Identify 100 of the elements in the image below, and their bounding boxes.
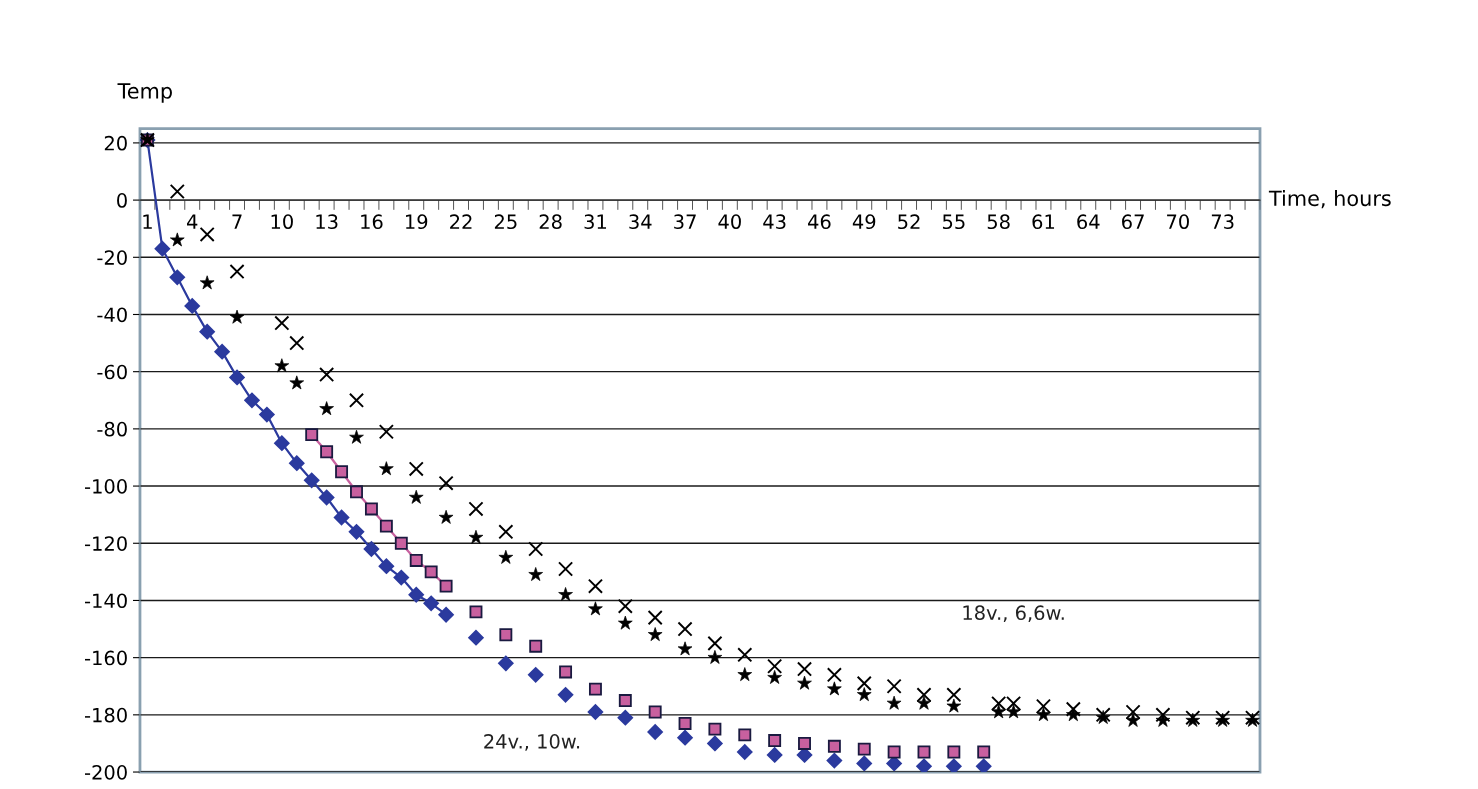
point: [348, 524, 365, 540]
point: [887, 745, 901, 759]
point: [335, 465, 349, 479]
point: [468, 501, 484, 517]
point: [468, 629, 484, 646]
y-tick-label: -120: [84, 536, 127, 551]
x-tick-label: 61: [1032, 214, 1055, 230]
point: [423, 595, 439, 612]
point: [826, 752, 843, 769]
point: [498, 655, 514, 672]
point: [768, 734, 782, 748]
point: [274, 435, 290, 451]
point: [617, 598, 633, 614]
x-tick-label: 49: [852, 214, 876, 230]
point: [529, 639, 543, 653]
point: [947, 745, 961, 759]
point: [886, 678, 902, 694]
point: [766, 747, 783, 763]
point: [767, 658, 783, 674]
point: [559, 665, 573, 679]
x-tick-label: 25: [494, 214, 517, 230]
y-tick-label: 20: [104, 135, 127, 151]
x-tick-label: 34: [629, 214, 652, 230]
point: [916, 687, 932, 703]
point: [975, 758, 992, 773]
point: [647, 724, 663, 740]
point: [946, 687, 962, 703]
x-tick-label: 7: [232, 214, 242, 229]
point: [647, 610, 663, 626]
point: [169, 269, 186, 286]
x-tick-label: 16: [361, 214, 383, 230]
y-tick-label: -60: [97, 364, 127, 380]
point: [827, 739, 841, 753]
point: [737, 744, 753, 760]
x-tick-label: 37: [674, 214, 696, 230]
point: [707, 635, 723, 651]
point: [856, 755, 873, 772]
point: [305, 428, 319, 442]
point: [826, 667, 842, 683]
point: [498, 524, 514, 540]
x-tick-label: 73: [1211, 214, 1234, 230]
point: [587, 578, 603, 594]
y-tick-label: -40: [97, 307, 127, 323]
y-tick-label: -80: [97, 421, 127, 437]
point: [557, 687, 574, 703]
point: [738, 728, 752, 742]
y-tick-label: -100: [84, 479, 127, 494]
y-tick-label: -180: [84, 707, 127, 723]
point: [320, 445, 334, 459]
point: [350, 485, 363, 499]
point: [558, 561, 574, 577]
x-tick-label: 28: [539, 214, 562, 230]
point: [348, 392, 365, 408]
x-tick-label: 4: [187, 214, 198, 229]
point: [229, 264, 245, 280]
point: [708, 722, 722, 736]
point: [199, 323, 215, 340]
point: [244, 392, 260, 409]
point: [528, 541, 544, 557]
point: [288, 455, 305, 471]
point: [259, 406, 275, 423]
x-tick-label: 13: [316, 214, 338, 230]
point: [424, 565, 438, 579]
x-tick-label: 22: [450, 214, 472, 229]
point: [199, 226, 215, 242]
point: [319, 366, 335, 383]
x-tick-label: 19: [406, 214, 428, 230]
point: [184, 298, 201, 314]
x-tick-label: 58: [987, 214, 1010, 230]
point: [677, 621, 693, 637]
point: [229, 369, 245, 386]
y-axis-title: Temp: [117, 83, 172, 103]
x-tick-label: 70: [1167, 214, 1189, 230]
point: [946, 758, 962, 773]
point: [378, 424, 394, 440]
point: [378, 558, 395, 574]
point: [796, 661, 813, 677]
point: [798, 736, 811, 750]
y-tick-label: -160: [84, 650, 127, 666]
point: [154, 240, 171, 257]
y-tick-label: -140: [84, 593, 127, 609]
point: [856, 675, 872, 691]
point: [333, 509, 350, 526]
point: [499, 628, 513, 642]
point: [439, 579, 453, 593]
point: [214, 343, 230, 360]
point: [678, 716, 692, 730]
point: [677, 729, 693, 746]
x-tick-label: 67: [1122, 214, 1144, 230]
point: [527, 667, 544, 683]
x-tick-label: 46: [808, 214, 831, 230]
y-tick-label: 0: [117, 193, 127, 208]
point: [588, 682, 602, 696]
point: [408, 586, 425, 603]
point: [438, 475, 454, 491]
point: [977, 745, 991, 759]
point: [469, 605, 483, 619]
x-tick-label: 10: [271, 214, 293, 230]
point: [587, 704, 604, 720]
point: [379, 519, 393, 533]
